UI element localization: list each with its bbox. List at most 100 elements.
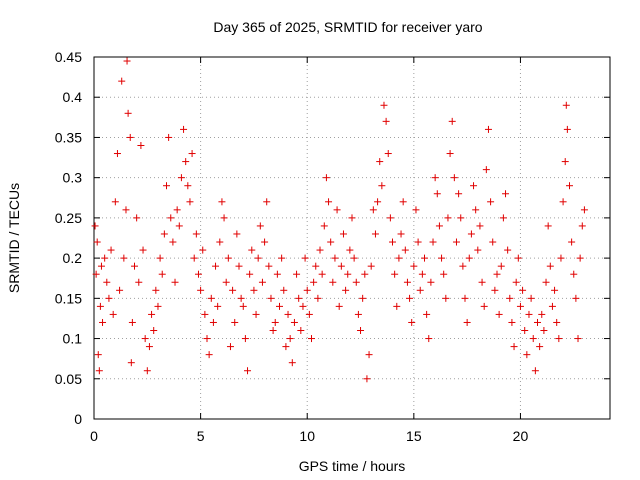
- data-point: [476, 222, 484, 230]
- data-point: [365, 351, 373, 359]
- data-point: [160, 230, 168, 238]
- data-point: [131, 262, 139, 270]
- data-point: [455, 190, 463, 198]
- data-point: [314, 294, 322, 302]
- data-point: [504, 246, 512, 254]
- data-point: [382, 117, 390, 125]
- data-point: [120, 254, 128, 262]
- data-point: [109, 310, 117, 318]
- data-point: [553, 318, 561, 326]
- data-point: [544, 222, 552, 230]
- data-point: [389, 238, 397, 246]
- x-tick-label: 15: [406, 428, 422, 444]
- data-point: [416, 286, 424, 294]
- data-point: [561, 158, 569, 166]
- axis-ticks: 0 5 10 15 20 0 0.05 0.1 0.15 0.2 0.25 0.3 0.35 0.4 0.4…: [55, 49, 610, 444]
- data-point: [282, 343, 290, 351]
- data-point: [348, 214, 356, 222]
- data-point: [480, 302, 488, 310]
- data-point: [344, 270, 352, 278]
- y-tick-label: 0.25: [55, 210, 82, 226]
- data-point: [235, 262, 243, 270]
- data-point: [327, 238, 335, 246]
- data-point: [391, 270, 399, 278]
- y-tick-label: 0.2: [63, 250, 83, 266]
- data-point: [440, 270, 448, 278]
- grid-lines: [94, 57, 610, 419]
- y-tick-label: 0.3: [63, 170, 83, 186]
- data-point: [113, 150, 121, 158]
- data-point: [316, 246, 324, 254]
- data-point: [226, 343, 234, 351]
- data-point: [531, 367, 539, 375]
- plot-frame: [93, 56, 611, 420]
- data-point: [506, 294, 514, 302]
- data-point: [95, 367, 103, 375]
- data-point: [576, 254, 584, 262]
- data-point: [374, 198, 382, 206]
- data-point: [143, 367, 151, 375]
- data-point: [435, 222, 443, 230]
- data-point: [401, 246, 409, 254]
- data-point: [265, 262, 273, 270]
- data-point: [267, 294, 275, 302]
- data-point: [258, 278, 266, 286]
- data-point: [557, 254, 565, 262]
- data-point: [489, 238, 497, 246]
- data-point: [173, 206, 181, 214]
- data-point: [444, 214, 452, 222]
- data-point: [493, 270, 501, 278]
- data-point: [429, 238, 437, 246]
- data-point: [551, 286, 559, 294]
- data-point: [135, 278, 143, 286]
- data-point: [141, 335, 149, 343]
- data-point: [122, 206, 130, 214]
- data-point: [93, 238, 101, 246]
- data-point: [446, 150, 454, 158]
- data-point: [150, 327, 158, 335]
- data-point: [516, 302, 524, 310]
- x-tick-label: 20: [513, 428, 529, 444]
- data-point: [286, 335, 294, 343]
- data-point: [438, 254, 446, 262]
- data-point: [408, 318, 416, 326]
- data-point: [156, 254, 164, 262]
- data-point: [410, 262, 418, 270]
- data-point: [527, 294, 535, 302]
- x-tick-label: 5: [197, 428, 205, 444]
- data-point: [459, 262, 467, 270]
- x-tick-label: 0: [90, 428, 98, 444]
- data-point: [546, 262, 554, 270]
- data-point: [329, 278, 337, 286]
- data-point: [346, 246, 354, 254]
- data-point: [484, 125, 492, 133]
- x-axis-label: GPS time / hours: [299, 458, 406, 474]
- data-point: [574, 335, 582, 343]
- data-point: [423, 310, 431, 318]
- data-point: [542, 278, 550, 286]
- data-point: [214, 302, 222, 310]
- data-point: [148, 310, 156, 318]
- data-point: [523, 351, 531, 359]
- data-point: [92, 270, 100, 278]
- data-point: [224, 254, 232, 262]
- y-tick-label: 0.15: [55, 290, 82, 306]
- data-point: [154, 302, 162, 310]
- data-point: [222, 278, 230, 286]
- y-tick-label: 0: [74, 411, 82, 427]
- data-point: [342, 286, 350, 294]
- data-point: [139, 246, 147, 254]
- data-point: [474, 246, 482, 254]
- data-point: [433, 190, 441, 198]
- data-point: [239, 302, 247, 310]
- data-point: [384, 150, 392, 158]
- data-point: [369, 206, 377, 214]
- data-point: [233, 230, 241, 238]
- data-point: [280, 286, 288, 294]
- data-point: [450, 174, 458, 182]
- data-point: [367, 262, 375, 270]
- data-point: [171, 278, 179, 286]
- data-point: [299, 302, 307, 310]
- data-point: [578, 222, 586, 230]
